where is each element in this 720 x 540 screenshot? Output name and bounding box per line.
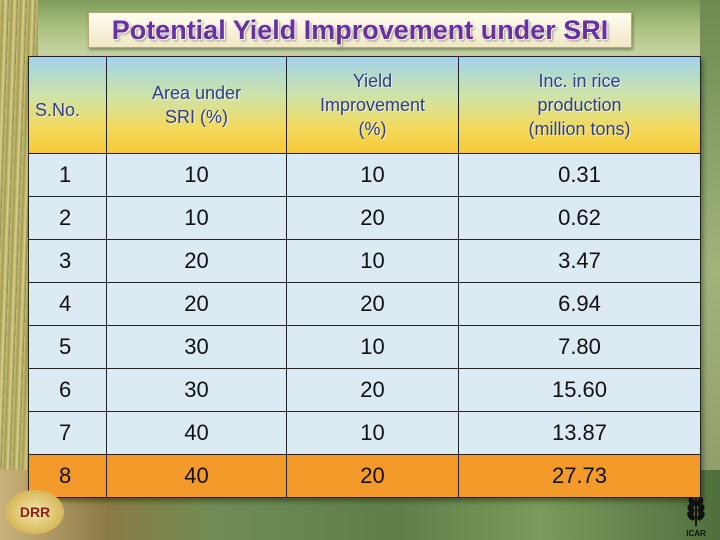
cell-sno: 5 bbox=[28, 325, 107, 369]
cell-inc: 7.80 bbox=[458, 325, 701, 369]
cell-sno: 6 bbox=[28, 368, 107, 412]
cell-sno: 3 bbox=[28, 239, 107, 283]
cell-yield: 10 bbox=[286, 153, 459, 197]
cell-sno: 4 bbox=[28, 282, 107, 326]
header-yield: Yield Improvement (%) bbox=[286, 56, 459, 154]
cell-area: 40 bbox=[106, 411, 287, 455]
table-row: 7 40 10 13.87 bbox=[28, 411, 701, 455]
background-photo-right bbox=[700, 0, 720, 540]
yield-table: S.No. Area under SRI (%) Yield Improvement… bbox=[28, 56, 701, 498]
icar-logo: ICAR bbox=[676, 482, 716, 538]
cell-sno: 1 bbox=[28, 153, 107, 197]
table-row: 4 20 20 6.94 bbox=[28, 282, 701, 326]
table-row-highlighted: 8 40 20 27.73 bbox=[28, 454, 701, 498]
cell-area: 20 bbox=[106, 239, 287, 283]
cell-inc: 15.60 bbox=[458, 368, 701, 412]
cell-inc: 0.62 bbox=[458, 196, 701, 240]
drr-logo-text: DRR bbox=[19, 504, 51, 520]
table-row: 6 30 20 15.60 bbox=[28, 368, 701, 412]
cell-area: 20 bbox=[106, 282, 287, 326]
cell-area: 10 bbox=[106, 196, 287, 240]
cell-yield: 10 bbox=[286, 239, 459, 283]
cell-inc: 0.31 bbox=[458, 153, 701, 197]
cell-area: 30 bbox=[106, 368, 287, 412]
cell-inc: 13.87 bbox=[458, 411, 701, 455]
cell-sno: 2 bbox=[28, 196, 107, 240]
table-row: 3 20 10 3.47 bbox=[28, 239, 701, 283]
slide-title: Potential Yield Improvement under SRI bbox=[111, 14, 609, 45]
header-area: Area under SRI (%) bbox=[106, 56, 287, 154]
cell-yield: 20 bbox=[286, 368, 459, 412]
header-inc: Inc. in rice production (million tons) bbox=[458, 56, 701, 154]
table-row: 2 10 20 0.62 bbox=[28, 196, 701, 240]
cell-area: 10 bbox=[106, 153, 287, 197]
wheat-icon bbox=[687, 497, 705, 526]
cell-inc: 27.73 bbox=[458, 454, 701, 498]
cell-sno: 7 bbox=[28, 411, 107, 455]
cell-area: 30 bbox=[106, 325, 287, 369]
table-row: 5 30 10 7.80 bbox=[28, 325, 701, 369]
slide-title-box: Potential Yield Improvement under SRI bbox=[88, 12, 632, 48]
header-sno: S.No. bbox=[28, 56, 107, 154]
drr-logo: DRR bbox=[6, 490, 64, 534]
cell-yield: 10 bbox=[286, 325, 459, 369]
cell-yield: 20 bbox=[286, 196, 459, 240]
cell-yield: 10 bbox=[286, 411, 459, 455]
cell-inc: 3.47 bbox=[458, 239, 701, 283]
icar-logo-text: ICAR bbox=[686, 529, 706, 538]
cell-yield: 20 bbox=[286, 282, 459, 326]
table-header-row: S.No. Area under SRI (%) Yield Improvement… bbox=[28, 56, 701, 154]
table-row: 1 10 10 0.31 bbox=[28, 153, 701, 197]
cell-yield: 20 bbox=[286, 454, 459, 498]
cell-inc: 6.94 bbox=[458, 282, 701, 326]
cell-area: 40 bbox=[106, 454, 287, 498]
